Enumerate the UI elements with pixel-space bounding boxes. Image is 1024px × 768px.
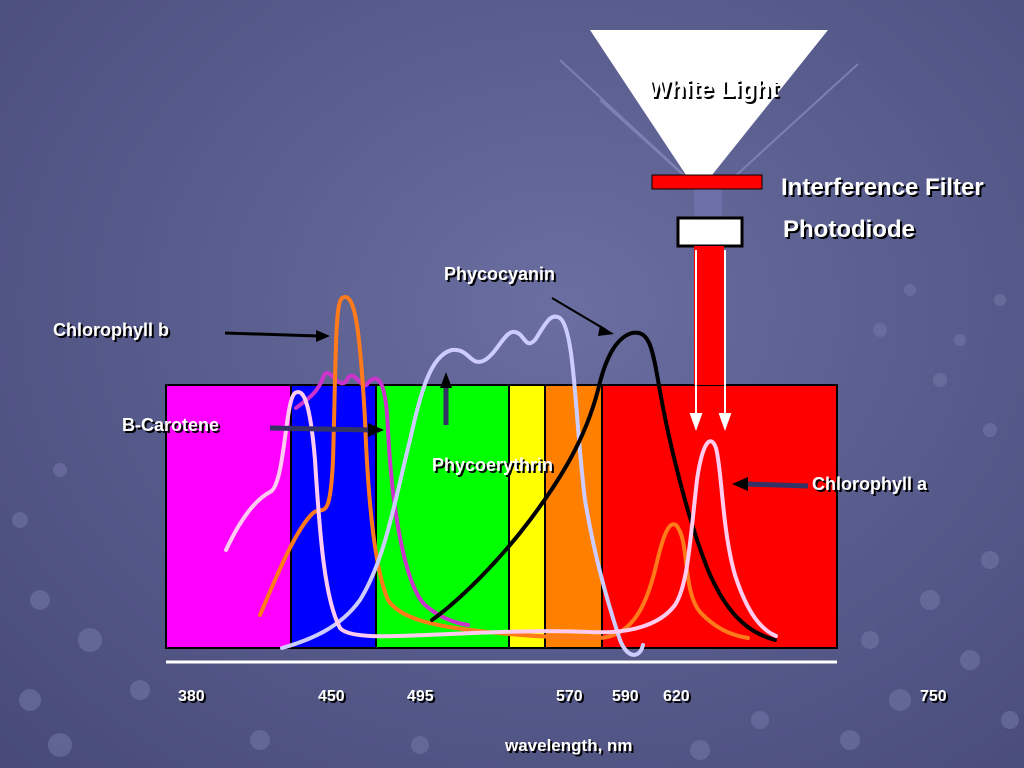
white-light-funnel xyxy=(590,30,828,175)
chlorophyll-b-label: Chlorophyll b xyxy=(53,320,169,340)
tick-label: 620 xyxy=(663,688,690,705)
band-orange xyxy=(544,384,603,649)
background-dots xyxy=(12,284,1019,760)
chlorophyll-b-curve xyxy=(258,295,750,640)
beam-arrows xyxy=(689,250,732,431)
spectrum-bar xyxy=(165,384,838,649)
band-yellow xyxy=(508,384,546,649)
white-light-label: White Light xyxy=(648,76,779,103)
chlorophyll-a-curve xyxy=(224,390,778,639)
interference-filter-label: Interference Filter xyxy=(781,174,984,201)
phycoerythrin-label: Phycoerythrin xyxy=(432,455,554,475)
interference-filter xyxy=(651,174,763,190)
phycoerythrin-curve xyxy=(280,314,645,657)
photodiode xyxy=(676,216,744,248)
phycocyanin-label: Phycocyanin xyxy=(444,264,556,284)
tick-label: 750 xyxy=(920,688,947,705)
tick-label: 570 xyxy=(556,688,583,705)
phycocyanin-curve xyxy=(430,330,777,642)
pointer-arrows xyxy=(224,297,809,491)
tick-label: 590 xyxy=(612,688,639,705)
b-carotene-curve xyxy=(294,370,470,627)
red-beam xyxy=(694,246,724,385)
axis-label: wavelength, nm xyxy=(505,736,633,755)
tick-label: 450 xyxy=(318,688,345,705)
photodiode-label: Photodiode xyxy=(783,216,915,243)
chlorophyll-a-label: Chlorophyll a xyxy=(812,474,928,494)
tick-label: 495 xyxy=(407,688,434,705)
b-carotene-label: B-Carotene xyxy=(122,415,220,435)
band-red xyxy=(601,384,838,649)
tick-label: 380 xyxy=(178,688,205,705)
